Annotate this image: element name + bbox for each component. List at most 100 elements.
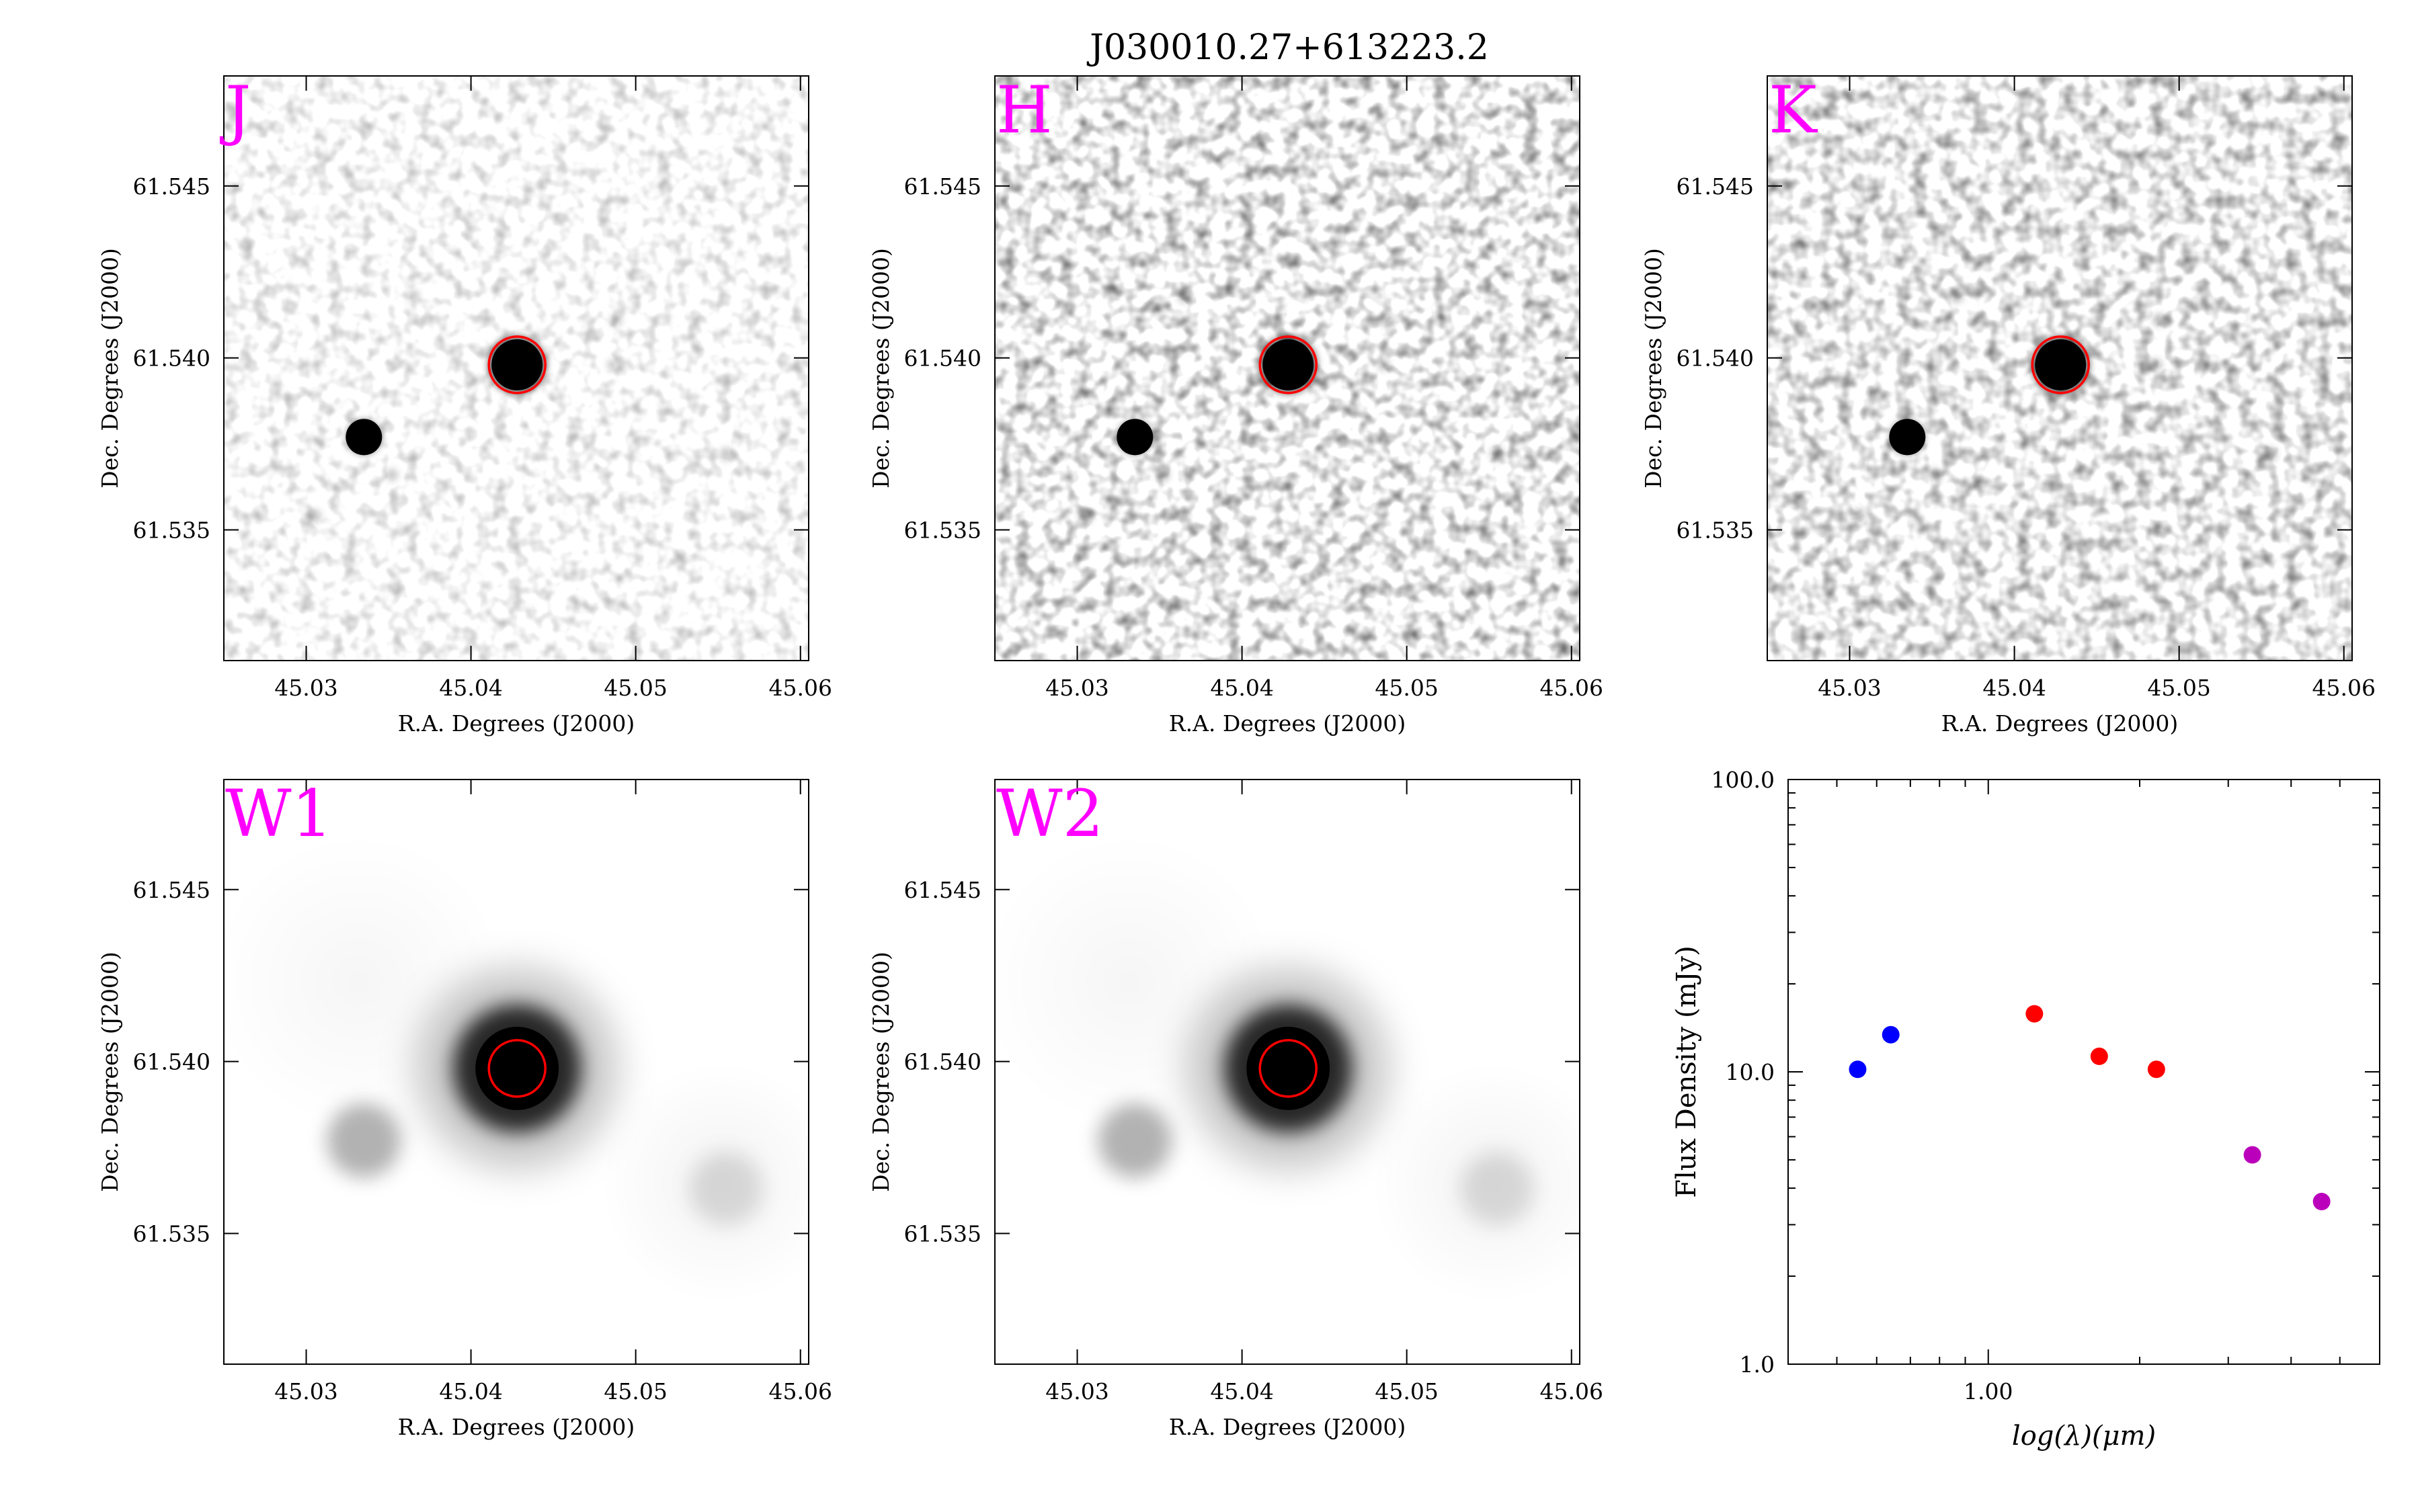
sed-point <box>2312 1193 2331 1211</box>
field-source <box>1078 509 1092 523</box>
panel-frame <box>1767 75 2353 661</box>
y-tick-label: 61.540 <box>1677 345 1754 372</box>
target-circle <box>487 1039 547 1098</box>
x-tick-label: 45.03 <box>1818 675 1881 701</box>
field-source <box>1851 509 1865 523</box>
x-tick-label: 45.03 <box>274 675 337 701</box>
x-tick-label: 45.06 <box>769 675 832 701</box>
x-tick-label: 45.03 <box>1045 675 1108 701</box>
band-label: W1 <box>225 776 333 851</box>
x-axis-label: R.A. Degrees (J2000) <box>398 710 635 737</box>
band-label: W2 <box>996 776 1104 851</box>
sed-point <box>2090 1047 2108 1065</box>
target-circle <box>1258 335 1318 394</box>
field-source <box>2263 447 2277 461</box>
panel-frame <box>994 75 1580 661</box>
sed-point <box>2147 1060 2165 1079</box>
y-axis-label: Dec. Degrees (J2000) <box>97 248 123 489</box>
x-axis-label: R.A. Degrees (J2000) <box>1169 710 1406 737</box>
y-tick-label: 61.535 <box>904 1221 981 1247</box>
companion-star <box>327 1103 401 1178</box>
y-axis-label: Dec. Degrees (J2000) <box>1640 248 1666 489</box>
sed-x-axis-label: log(λ)(μm) <box>2012 1421 2156 1452</box>
target-star <box>1262 339 1314 390</box>
x-tick-label: 1.00 <box>1964 1378 2013 1404</box>
field-source <box>1378 359 1389 370</box>
y-tick-label: 61.545 <box>904 173 981 200</box>
x-axis-label: R.A. Degrees (J2000) <box>398 1414 635 1440</box>
sky-image <box>224 780 809 1364</box>
x-tick-label: 45.04 <box>1210 1378 1273 1404</box>
panel-frame <box>994 779 1580 1365</box>
y-tick-label: 61.540 <box>133 1049 210 1075</box>
image-panel-w1: 45.03 45.04 45.05 45.06 61.535 61.540 61.545 R.… <box>97 776 832 1440</box>
target-circle <box>2031 335 2090 394</box>
panel-frame <box>223 779 809 1365</box>
sky-image <box>1767 76 2352 661</box>
image-panel-k: 45.03 45.04 45.05 45.06 61.535 61.540 61.545 R.… <box>1640 73 2376 737</box>
y-tick-label: 61.535 <box>1677 517 1754 544</box>
x-tick-label: 45.05 <box>1375 1378 1438 1404</box>
field-source <box>1381 314 1394 327</box>
companion-star <box>1098 1103 1172 1178</box>
sed-panel: 1.0 10.0 100.0 1.00 log(λ)(μm) Flux Density (… <box>1671 767 2380 1452</box>
x-tick-label: 45.04 <box>1210 675 1273 701</box>
x-tick-label: 45.06 <box>769 1378 832 1404</box>
image-panel-w2: 45.03 45.04 45.05 45.06 61.535 61.540 61.545 R.… <box>868 776 1603 1440</box>
y-tick-label: 61.540 <box>133 345 210 372</box>
field-source <box>607 359 618 370</box>
companion-star <box>1889 419 1926 456</box>
y-tick-label: 61.545 <box>133 877 210 903</box>
x-tick-label: 45.04 <box>439 1378 502 1404</box>
x-tick-label: 45.05 <box>604 675 667 701</box>
panel-frame <box>223 75 809 661</box>
band-label: H <box>996 73 1053 148</box>
y-tick-label: 61.535 <box>904 517 981 544</box>
x-tick-label: 45.05 <box>2147 675 2210 701</box>
sed-point <box>2243 1146 2261 1164</box>
band-label: K <box>1769 73 1818 148</box>
y-axis-label: Dec. Degrees (J2000) <box>97 952 123 1192</box>
field-source <box>719 447 733 461</box>
y-tick-label: 100.0 <box>1711 767 1775 793</box>
x-tick-label: 45.04 <box>439 675 502 701</box>
y-tick-label: 1.0 <box>1740 1351 1775 1378</box>
y-tick-label: 61.540 <box>904 345 981 372</box>
figure-title: J030010.27+613223.2 <box>1086 28 1489 68</box>
target-star <box>475 1026 559 1110</box>
field-source <box>1950 290 1963 302</box>
sed-frame <box>1787 779 2380 1365</box>
companion-star <box>1117 419 1154 456</box>
sed-point <box>1882 1025 1900 1044</box>
x-tick-label: 45.04 <box>1982 675 2046 701</box>
faint-source <box>689 1152 764 1226</box>
y-tick-label: 61.545 <box>904 877 981 903</box>
faint-source <box>1460 1152 1535 1226</box>
field-source <box>1490 447 1504 461</box>
y-tick-label: 61.545 <box>133 173 210 200</box>
target-star <box>1246 1026 1330 1110</box>
image-panel-j: 45.03 45.04 45.05 45.06 61.535 61.540 61.545 R.… <box>97 73 832 737</box>
y-tick-label: 61.535 <box>133 517 210 544</box>
x-tick-label: 45.06 <box>1540 1378 1603 1404</box>
field-source <box>385 468 398 481</box>
x-tick-label: 45.03 <box>274 1378 337 1404</box>
x-tick-label: 45.05 <box>1375 675 1438 701</box>
field-source <box>1156 468 1169 481</box>
sky-image <box>995 76 1580 661</box>
sed-point <box>2025 1005 2044 1023</box>
target-star <box>2035 339 2087 390</box>
target-circle <box>487 335 547 394</box>
field-source <box>1178 290 1191 302</box>
x-tick-label: 45.05 <box>604 1378 667 1404</box>
field-source <box>1929 468 1941 481</box>
x-tick-label: 45.03 <box>1045 1378 1108 1404</box>
target-circle <box>1258 1039 1318 1098</box>
y-axis-label: Dec. Degrees (J2000) <box>868 248 894 489</box>
field-source <box>2150 359 2162 370</box>
sky-image <box>995 780 1580 1364</box>
sky-image <box>224 76 809 661</box>
field-source <box>610 314 622 327</box>
field-source <box>307 509 321 523</box>
